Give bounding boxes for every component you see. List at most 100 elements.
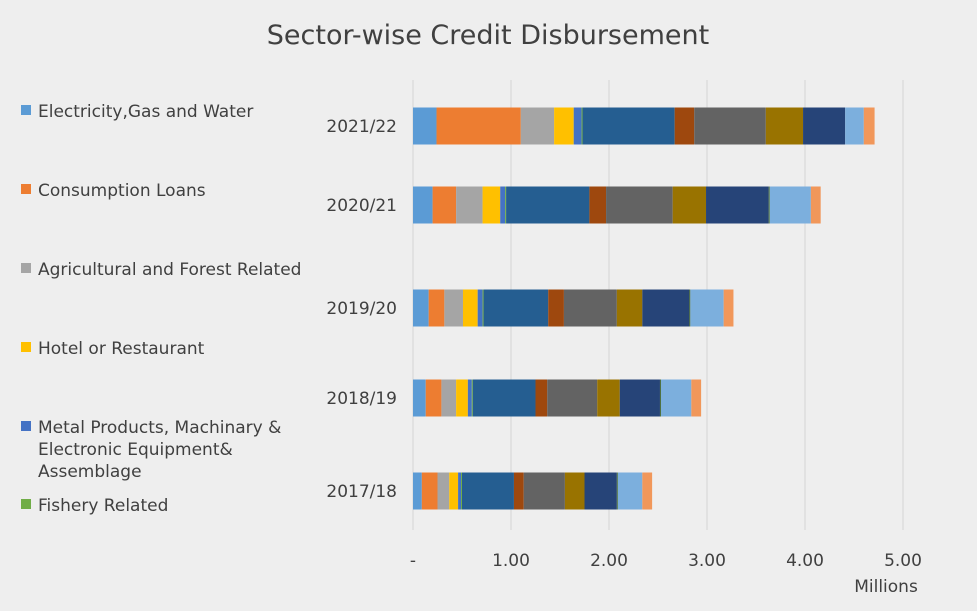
bar-segment: [483, 289, 549, 327]
bar-segment: [477, 289, 483, 327]
bar-segment: [449, 472, 459, 510]
bar-segment: [616, 472, 618, 510]
bar-segment: [597, 379, 620, 417]
legend-swatch: [21, 342, 31, 352]
bar-segment: [441, 379, 457, 417]
bar-segment: [768, 186, 770, 224]
bar-segment: [606, 186, 673, 224]
bar-segment: [413, 379, 426, 417]
bar-segment: [428, 289, 445, 327]
bar-segment: [432, 186, 457, 224]
bar-segment: [573, 107, 582, 145]
legend-swatch: [21, 184, 31, 194]
bar-segment: [674, 107, 695, 145]
bar-segment: [672, 186, 707, 224]
bar-segment: [413, 186, 433, 224]
x-tick-label: 4.00: [786, 551, 824, 571]
bar-segment: [589, 186, 607, 224]
bar-segment: [803, 107, 846, 145]
bar-segment: [535, 379, 548, 417]
bar-segment: [691, 379, 702, 417]
bar-segment: [456, 379, 468, 417]
legend-item: Consumption Loans: [21, 181, 206, 201]
bar-segment: [845, 107, 864, 145]
bar-segment: [810, 186, 821, 224]
bar-segment: [456, 186, 483, 224]
bar-segment: [425, 379, 442, 417]
x-tick-label: 1.00: [492, 551, 530, 571]
legend-label: Hotel or Restaurant: [38, 339, 205, 359]
x-tick-label: 2.00: [590, 551, 628, 571]
legend-label: Agricultural and Forest Related: [38, 260, 301, 280]
legend-label-line: Electronic Equipment&: [38, 440, 238, 460]
bar-segment: [462, 472, 514, 510]
legend-item: Electricity,Gas and Water: [21, 102, 253, 122]
bar-segment: [482, 186, 501, 224]
legend: Electricity,Gas and Water Consumption Loa…: [21, 102, 301, 516]
bar-segment: [437, 472, 450, 510]
bar-segment: [582, 107, 675, 145]
bar-segment: [584, 472, 617, 510]
legend-swatch: [21, 499, 31, 509]
x-axis-unit-label: Millions: [854, 577, 918, 597]
bar-segment: [769, 186, 811, 224]
bar-segment: [548, 289, 564, 327]
bar-segment: [659, 379, 661, 417]
x-tick-labels: - 1.00 2.00 3.00 4.00 5.00: [410, 551, 922, 571]
bar-segment: [471, 379, 473, 417]
legend-swatch: [21, 105, 31, 115]
bar-segment: [413, 107, 437, 145]
category-labels: 2021/22 2020/21 2019/20 2018/19 2017/18: [326, 117, 397, 502]
bar-segment: [467, 379, 472, 417]
bar-segment: [723, 289, 734, 327]
bar-segment: [520, 107, 555, 145]
bar-segment: [581, 107, 583, 145]
category-label: 2020/21: [326, 196, 397, 216]
bar-segment: [694, 107, 766, 145]
bar-segment: [458, 472, 462, 510]
legend-label: Fishery Related: [38, 496, 168, 516]
bar-segment: [506, 186, 590, 224]
legend-item: Metal Products, Machinary & Electronic E…: [21, 418, 287, 482]
bar-segment: [523, 472, 565, 510]
category-label: 2021/22: [326, 117, 397, 137]
legend-item: Fishery Related: [21, 496, 168, 516]
legend-swatch: [21, 421, 31, 431]
bar-segment: [513, 472, 524, 510]
legend-label: Electricity,Gas and Water: [38, 102, 253, 122]
bar-segment: [765, 107, 804, 145]
bar-segment: [706, 186, 769, 224]
legend-label: Consumption Loans: [38, 181, 206, 201]
bar-segment: [690, 289, 724, 327]
bar-segment: [444, 289, 463, 327]
bar-segment: [547, 379, 598, 417]
legend-label-line: Assemblage: [38, 462, 142, 482]
legend-label: Metal Products, Machinary & Electronic E…: [38, 418, 287, 482]
category-label: 2017/18: [326, 482, 397, 502]
x-tick-label: -: [410, 551, 416, 571]
legend-item: Hotel or Restaurant: [21, 339, 205, 359]
bar-segment: [619, 379, 660, 417]
category-label: 2019/20: [326, 299, 397, 319]
bar-segment: [563, 289, 617, 327]
bar-segment: [413, 289, 429, 327]
bar-segment: [554, 107, 574, 145]
bar-segment: [421, 472, 438, 510]
bar-segment: [436, 107, 521, 145]
chart-title: Sector-wise Credit Disbursement: [267, 20, 709, 51]
legend-item: Agricultural and Forest Related: [21, 260, 301, 280]
bar-segment: [500, 186, 506, 224]
bar-segment: [660, 379, 692, 417]
bar-segment: [863, 107, 875, 145]
bar-segment: [564, 472, 585, 510]
bar-segment: [482, 289, 484, 327]
bar-segment: [642, 289, 690, 327]
legend-label-line: Metal Products, Machinary &: [38, 418, 287, 438]
bar-segment: [505, 186, 507, 224]
bar-segment: [462, 289, 478, 327]
legend-swatch: [21, 263, 31, 273]
x-tick-label: 3.00: [688, 551, 726, 571]
bar-segment: [461, 472, 462, 510]
